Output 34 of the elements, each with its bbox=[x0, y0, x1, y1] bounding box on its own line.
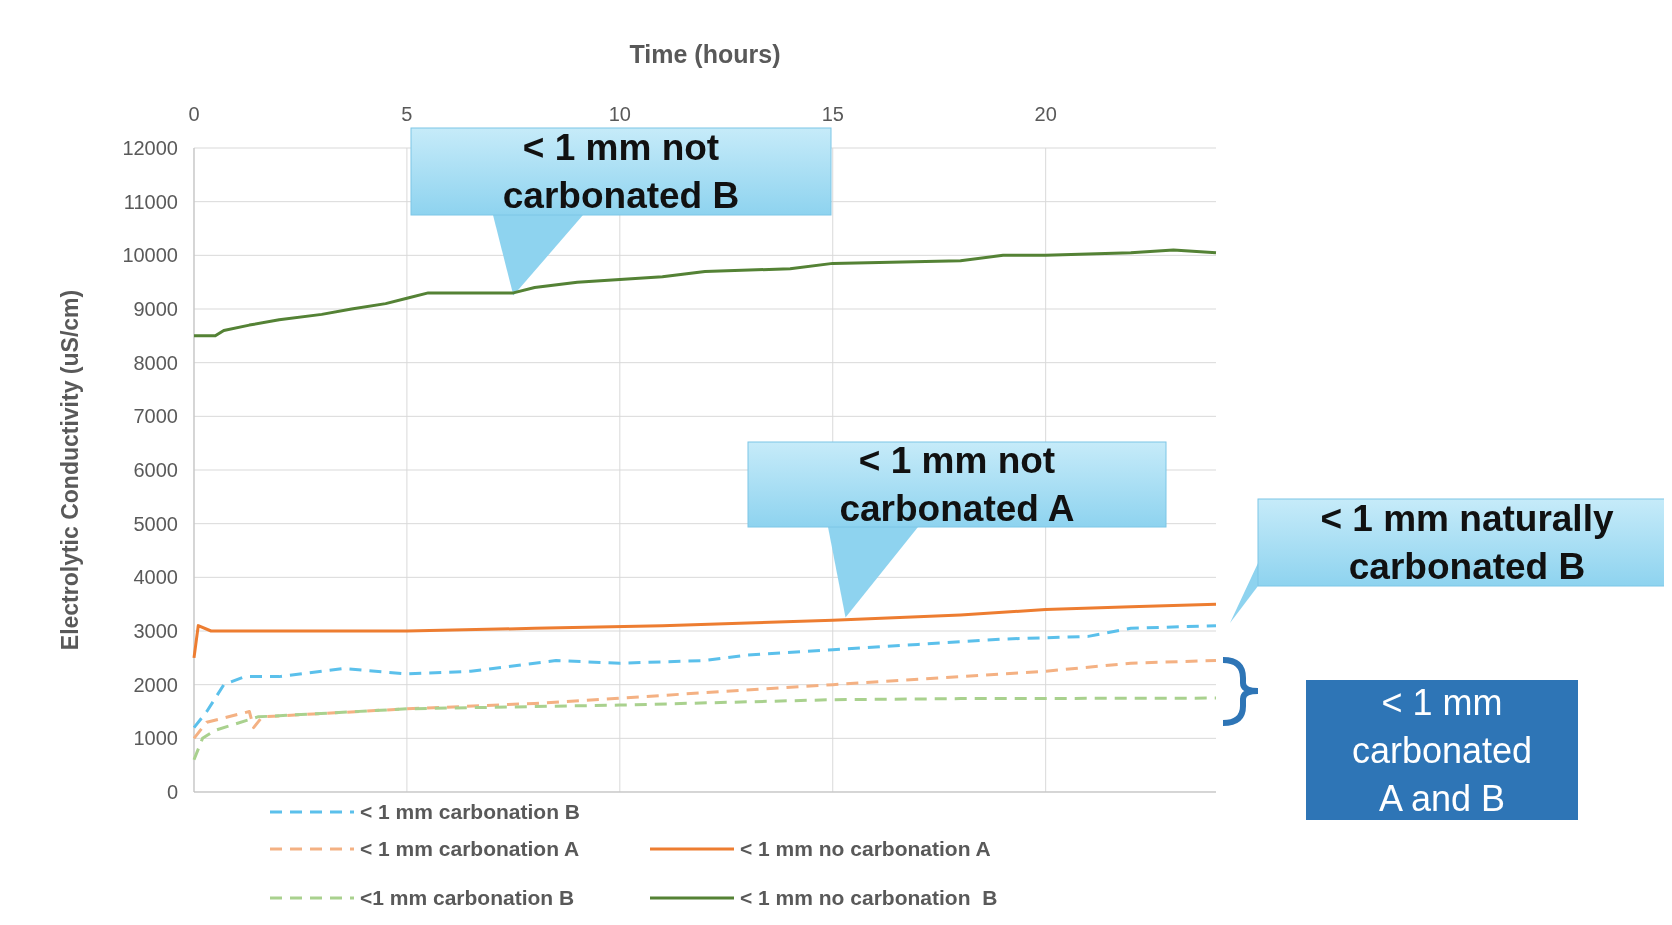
annotation: < 1 mm not carbonated A bbox=[839, 440, 1075, 530]
text: < 1 mm naturally carbonated B bbox=[1320, 498, 1614, 588]
line-series bbox=[192, 659, 1218, 740]
y-tick-label: 10000 bbox=[122, 244, 178, 267]
annotation: < 1 mm not carbonated B bbox=[502, 127, 740, 217]
y-tick-label: 12000 bbox=[122, 137, 178, 159]
legend-label: < 1 mm no carbonation B bbox=[740, 886, 998, 910]
legend-label: < 1 mm no carbonation A bbox=[740, 837, 991, 861]
y-axis-title: Electrolytic Conductivity (uS/cm) bbox=[57, 289, 83, 651]
legend-label: < 1 mm carbonation A bbox=[360, 837, 580, 861]
x-axis-title: Time (hours) bbox=[629, 40, 781, 68]
y-tick-label: 9000 bbox=[133, 298, 178, 320]
y-tick-label: 5000 bbox=[133, 512, 178, 535]
x-tick-label: 5 bbox=[401, 103, 413, 125]
y-tick-label: 1000 bbox=[133, 727, 178, 750]
line-series bbox=[192, 696, 1218, 762]
y-tick-label: 3000 bbox=[133, 620, 178, 642]
line-series bbox=[192, 602, 1218, 660]
x-tick-label: 10 bbox=[608, 103, 631, 125]
line-series bbox=[192, 248, 1218, 338]
x-tick-label: 20 bbox=[1034, 103, 1057, 125]
y-tick-label: 11000 bbox=[123, 190, 178, 213]
legend-label: < 1 mm carbonation B bbox=[360, 800, 580, 824]
x-tick-label: 0 bbox=[188, 103, 200, 125]
legend-label: <1 mm carbonation B bbox=[360, 886, 575, 910]
text: < 1 mm carbonated A and B bbox=[1351, 681, 1533, 819]
y-tick-label: 0 bbox=[166, 781, 178, 803]
y-tick-label: 6000 bbox=[133, 459, 178, 481]
y-tick-label: 4000 bbox=[133, 566, 178, 589]
y-tick-label: 2000 bbox=[133, 673, 178, 696]
line-series bbox=[192, 624, 1218, 730]
y-tick-label: 8000 bbox=[133, 351, 178, 374]
x-tick-label: 15 bbox=[821, 103, 844, 125]
y-tick-label: 7000 bbox=[133, 405, 178, 428]
